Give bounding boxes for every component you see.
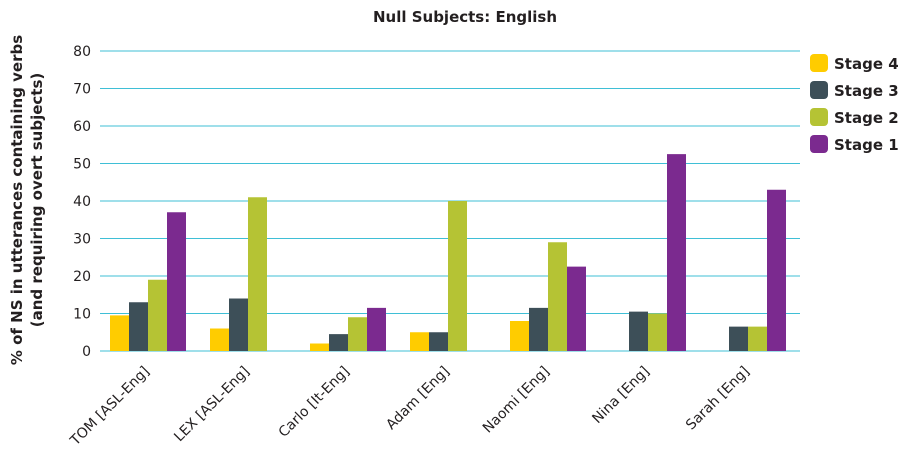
bar-stage-4 (110, 315, 129, 351)
y-tick-label: 80 (73, 44, 91, 60)
bar-stage-2 (448, 201, 467, 351)
x-tick-label: Naomi [Eng] (480, 364, 553, 437)
x-tick-label: Adam [Eng] (383, 364, 453, 434)
bar-stage-4 (510, 321, 529, 351)
y-ticks: 0 10 20 30 40 50 60 70 80 (73, 44, 91, 360)
bar-stage-3 (229, 298, 248, 351)
legend-swatch (810, 81, 828, 99)
bar-stage-2 (348, 317, 367, 351)
bar-stage-3 (129, 302, 148, 351)
bar-stage-2 (648, 313, 667, 351)
bar-stage-3 (329, 334, 348, 351)
bar-stage-2 (548, 242, 567, 351)
bar-stage-4 (310, 343, 329, 351)
x-ticks: TOM [ASL-Eng] LEX [ASL-Eng] Carlo [It-Eng]… (67, 364, 753, 450)
y-tick-label: 70 (73, 82, 91, 98)
bar-stage-4 (410, 332, 429, 351)
bar-stage-3 (429, 332, 448, 351)
y-tick-label: 50 (73, 157, 91, 173)
legend-label: Stage 2 (834, 109, 899, 127)
y-tick-label: 40 (73, 194, 91, 210)
y-tick-label: 30 (73, 232, 91, 248)
bar-stage-2 (748, 326, 767, 351)
x-tick-label: TOM [ASL-Eng] (67, 364, 153, 450)
bar-stage-2 (248, 197, 267, 351)
chart-title: Null Subjects: English (373, 8, 557, 26)
y-axis-label: % of NS in utterances containing verbs (… (8, 35, 46, 365)
y-tick-label: 0 (82, 344, 91, 360)
bar-stage-1 (367, 307, 386, 351)
bar-stage-1 (767, 189, 786, 351)
bars (110, 154, 786, 351)
x-tick-label: Sarah [Eng] (683, 364, 753, 434)
legend-swatch (810, 108, 828, 126)
x-tick-label: LEX [ASL-Eng] (171, 364, 253, 446)
bar-stage-4 (210, 328, 229, 351)
y-tick-label: 10 (73, 307, 91, 323)
y-axis-label-line-2: (and requiring overt subjects) (28, 73, 46, 327)
bar-stage-3 (629, 311, 648, 351)
bar-stage-2 (148, 279, 167, 351)
bar-stage-1 (667, 154, 686, 351)
bar-stage-3 (529, 307, 548, 351)
x-tick-label: Nina [Eng] (589, 364, 652, 427)
legend-label: Stage 4 (834, 55, 899, 73)
bar-stage-3 (729, 326, 748, 351)
legend-swatch (810, 54, 828, 72)
legend-swatch (810, 135, 828, 153)
y-tick-label: 20 (73, 269, 91, 285)
legend-label: Stage 3 (834, 82, 899, 100)
x-tick-label: Carlo [It-Eng] (276, 364, 353, 441)
y-axis-label-line-1: % of NS in utterances containing verbs (8, 35, 26, 365)
bar-stage-1 (567, 266, 586, 351)
y-tick-label: 60 (73, 119, 91, 135)
bar-stage-1 (167, 212, 186, 351)
legend: Stage 4 Stage 3 Stage 2 Stage 1 (810, 54, 899, 154)
legend-label: Stage 1 (834, 136, 899, 154)
